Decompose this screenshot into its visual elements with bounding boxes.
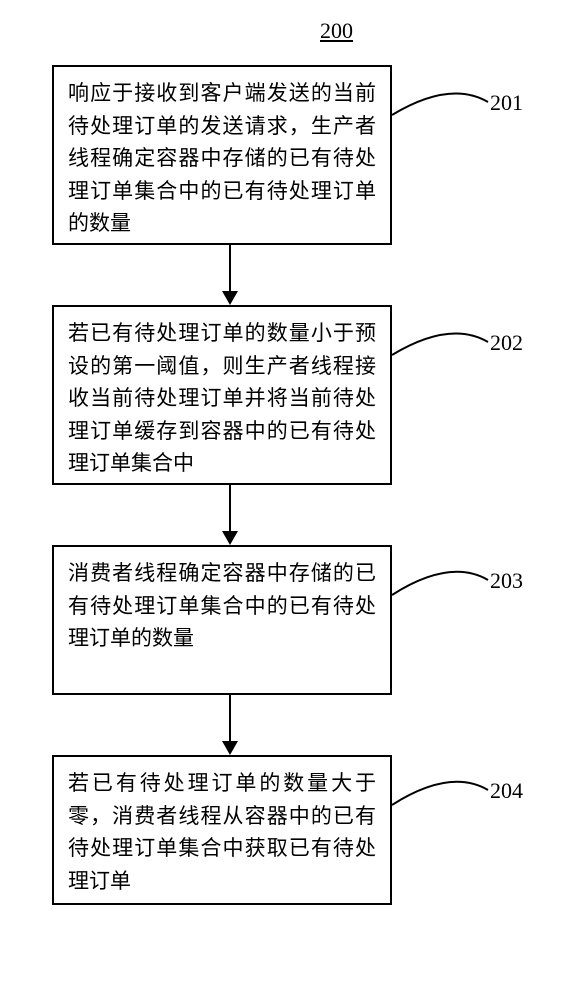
- flowchart-canvas: 200 响应于接收到客户端发送的当前待处理订单的发送请求，生产者线程确定容器中存…: [0, 0, 574, 1000]
- leader-204: [0, 0, 574, 1000]
